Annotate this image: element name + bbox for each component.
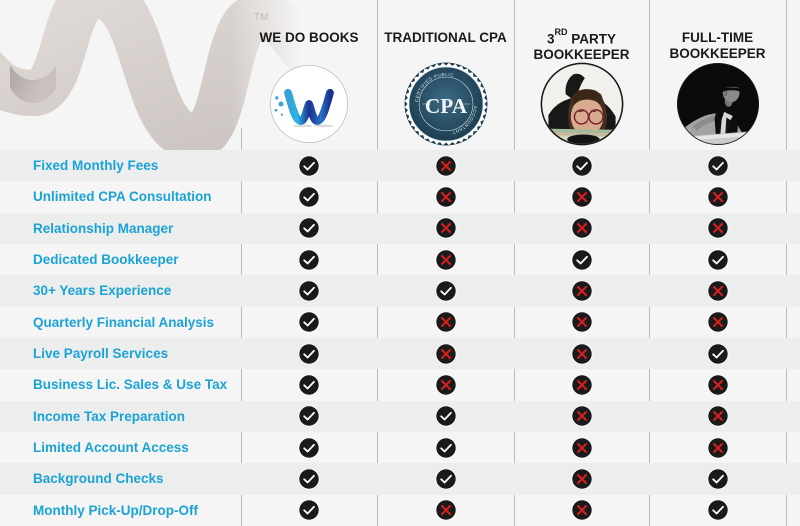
svg-text:CPA: CPA [424,94,467,118]
